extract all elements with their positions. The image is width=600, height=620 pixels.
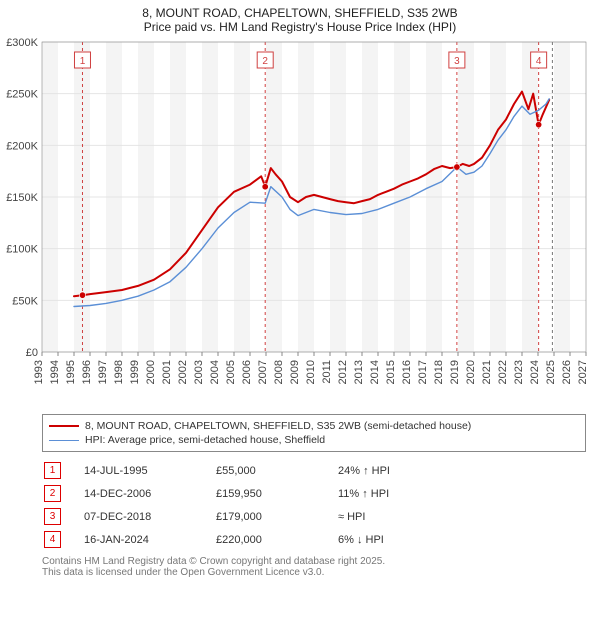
svg-text:£50K: £50K [12, 295, 38, 307]
footer-line2: This data is licensed under the Open Gov… [42, 567, 586, 578]
x-tick-label: 2004 [209, 360, 221, 384]
svg-text:£100K: £100K [6, 244, 38, 256]
event-note: 24% ↑ HPI [338, 460, 400, 481]
plot-area: £0 £50K £100K £150K £200K £250K £300K 1993 1994 1… [0, 36, 600, 406]
svg-text:1: 1 [80, 56, 86, 67]
svg-text:£250K: £250K [6, 89, 38, 101]
event-row: 307-DEC-2018£179,000≈ HPI [44, 506, 400, 527]
event-row: 114-JUL-1995£55,00024% ↑ HPI [44, 460, 400, 481]
title-subtitle: Price paid vs. HM Land Registry's House … [4, 20, 596, 34]
event-marker: 2 [44, 483, 82, 504]
x-tick-label: 2027 [577, 360, 589, 384]
x-tick-label: 2022 [497, 360, 509, 384]
x-tick-label: 2021 [481, 360, 493, 384]
legend-item: HPI: Average price, semi-detached house,… [49, 433, 579, 447]
x-tick-label: 2000 [145, 360, 157, 384]
footer-note: Contains HM Land Registry data © Crown c… [42, 556, 586, 578]
x-tick-label: 2008 [273, 360, 285, 384]
x-tick-label: 2025 [545, 360, 557, 384]
event-date: 16-JAN-2024 [84, 529, 214, 550]
event-note: 11% ↑ HPI [338, 483, 400, 504]
x-tick-label: 2014 [369, 360, 381, 384]
svg-text:£200K: £200K [6, 140, 38, 152]
event-date: 14-DEC-2006 [84, 483, 214, 504]
event-note: 6% ↓ HPI [338, 529, 400, 550]
x-tick-label: 2011 [321, 360, 333, 384]
svg-text:2: 2 [262, 56, 268, 67]
x-tick-label: 1997 [97, 360, 109, 384]
svg-text:£0: £0 [26, 347, 38, 359]
event-price: £55,000 [216, 460, 336, 481]
x-tick-label: 1993 [33, 360, 45, 384]
x-tick-label: 2002 [177, 360, 189, 384]
x-tick-label: 2017 [417, 360, 429, 384]
svg-text:£300K: £300K [6, 37, 38, 49]
x-tick-label: 2009 [289, 360, 301, 384]
x-tick-label: 2007 [257, 360, 269, 384]
x-tick-label: 2019 [449, 360, 461, 384]
event-row: 214-DEC-2006£159,95011% ↑ HPI [44, 483, 400, 504]
svg-text:4: 4 [536, 56, 542, 67]
x-tick-label: 1998 [113, 360, 125, 384]
x-tick-label: 2026 [561, 360, 573, 384]
chart-svg: £0 £50K £100K £150K £200K £250K £300K 1993 1994 1… [0, 36, 600, 406]
x-tick-label: 1996 [81, 360, 93, 384]
event-date: 14-JUL-1995 [84, 460, 214, 481]
footer-line1: Contains HM Land Registry data © Crown c… [42, 556, 586, 567]
x-tick-label: 2003 [193, 360, 205, 384]
title-address: 8, MOUNT ROAD, CHAPELTOWN, SHEFFIELD, S3… [4, 6, 596, 20]
x-tick-label: 2023 [513, 360, 525, 384]
x-tick-label: 2018 [433, 360, 445, 384]
legend: 8, MOUNT ROAD, CHAPELTOWN, SHEFFIELD, S3… [42, 414, 586, 452]
x-tick-label: 1999 [129, 360, 141, 384]
title-block: 8, MOUNT ROAD, CHAPELTOWN, SHEFFIELD, S3… [0, 0, 600, 36]
event-price: £179,000 [216, 506, 336, 527]
x-tick-label: 2010 [305, 360, 317, 384]
x-tick-label: 1995 [65, 360, 77, 384]
event-row: 416-JAN-2024£220,0006% ↓ HPI [44, 529, 400, 550]
x-tick-label: 2015 [385, 360, 397, 384]
x-tick-label: 2024 [529, 360, 541, 384]
x-tick-label: 2001 [161, 360, 173, 384]
x-tick-label: 2005 [225, 360, 237, 384]
event-marker: 4 [44, 529, 82, 550]
event-marker: 1 [44, 460, 82, 481]
chart-container: 8, MOUNT ROAD, CHAPELTOWN, SHEFFIELD, S3… [0, 0, 600, 578]
event-price: £159,950 [216, 483, 336, 504]
x-tick-label: 2013 [353, 360, 365, 384]
svg-text:£150K: £150K [6, 192, 38, 204]
legend-swatch [49, 425, 79, 427]
svg-text:3: 3 [454, 56, 460, 67]
legend-label: 8, MOUNT ROAD, CHAPELTOWN, SHEFFIELD, S3… [85, 420, 471, 432]
event-note: ≈ HPI [338, 506, 400, 527]
x-tick-label: 2006 [241, 360, 253, 384]
x-tick-label: 1994 [49, 360, 61, 384]
x-tick-label: 2016 [401, 360, 413, 384]
x-tick-label: 2012 [337, 360, 349, 384]
event-price: £220,000 [216, 529, 336, 550]
legend-label: HPI: Average price, semi-detached house,… [85, 434, 325, 446]
x-tick-label: 2020 [465, 360, 477, 384]
legend-swatch [49, 440, 79, 441]
events-table: 114-JUL-1995£55,00024% ↑ HPI214-DEC-2006… [42, 458, 402, 552]
legend-item: 8, MOUNT ROAD, CHAPELTOWN, SHEFFIELD, S3… [49, 419, 579, 433]
event-date: 07-DEC-2018 [84, 506, 214, 527]
event-marker: 3 [44, 506, 82, 527]
